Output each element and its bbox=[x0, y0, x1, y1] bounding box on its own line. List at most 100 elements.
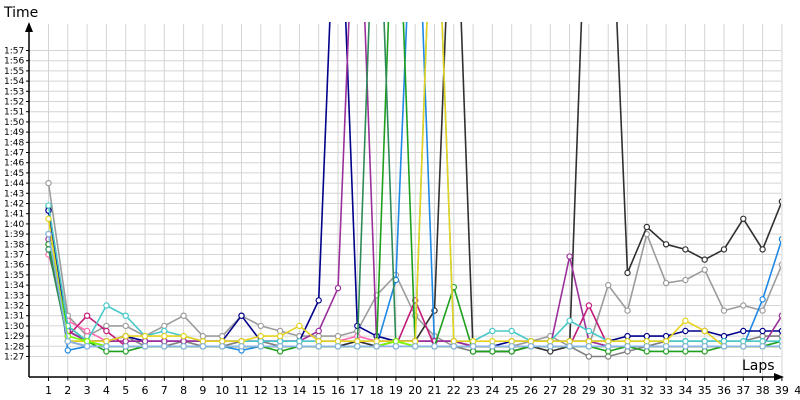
data-point bbox=[778, 327, 781, 335]
data-point bbox=[238, 343, 245, 350]
x-tick-label: 3 bbox=[84, 384, 91, 397]
data-point bbox=[682, 348, 689, 355]
y-tick-labels: 1:271:281:291:301:311:321:331:341:351:36… bbox=[4, 47, 29, 363]
y-axis-arrow bbox=[25, 22, 33, 32]
series-5 bbox=[45, 22, 781, 350]
data-point bbox=[585, 338, 593, 345]
data-point bbox=[527, 338, 535, 345]
x-tick-label: 37 bbox=[736, 384, 750, 397]
y-tick-label: 1:49 bbox=[4, 128, 24, 138]
data-point bbox=[199, 343, 207, 350]
data-point bbox=[412, 338, 419, 345]
data-point bbox=[643, 343, 651, 350]
data-point bbox=[605, 343, 612, 350]
y-tick-label: 1:28 bbox=[4, 342, 24, 352]
data-point bbox=[585, 353, 593, 360]
data-point bbox=[334, 332, 342, 340]
data-point bbox=[161, 322, 168, 330]
x-tick-labels: 1 2 3 4 5 6 7 8 9 10 11 12 13 14 15 16 17 18 19 20 21 22 23 24 2… bbox=[45, 377, 800, 397]
data-point bbox=[373, 343, 380, 350]
data-point bbox=[122, 332, 129, 340]
data-point bbox=[103, 348, 110, 355]
x-tick-label: 6 bbox=[142, 384, 149, 397]
data-point bbox=[740, 343, 747, 350]
y-tick-label: 1:37 bbox=[4, 251, 24, 261]
series-10 bbox=[45, 22, 781, 350]
data-point bbox=[257, 322, 264, 330]
data-point bbox=[662, 343, 670, 350]
data-point bbox=[720, 246, 728, 253]
data-point bbox=[122, 343, 129, 350]
y-tick-label: 1:33 bbox=[4, 291, 24, 301]
x-tick-label: 29 bbox=[582, 384, 596, 397]
data-point bbox=[778, 333, 781, 340]
data-point bbox=[624, 343, 631, 350]
data-point bbox=[334, 284, 342, 292]
data-point bbox=[701, 348, 708, 355]
data-point bbox=[759, 338, 766, 345]
data-point bbox=[180, 312, 187, 319]
x-tick-label: 15 bbox=[312, 384, 326, 397]
data-point bbox=[296, 343, 303, 350]
data-point bbox=[508, 338, 515, 345]
data-point bbox=[624, 269, 631, 277]
data-point bbox=[45, 215, 52, 222]
y-tick-label: 1:41 bbox=[4, 210, 24, 220]
data-point bbox=[605, 338, 612, 345]
x-tick-label: 21 bbox=[428, 384, 442, 397]
data-point bbox=[238, 338, 245, 345]
y-tick-label: 1:46 bbox=[4, 159, 24, 169]
data-point bbox=[103, 338, 110, 345]
x-tick-label: 12 bbox=[254, 384, 268, 397]
data-point bbox=[276, 343, 284, 350]
data-point bbox=[450, 343, 457, 350]
data-point bbox=[122, 338, 129, 345]
data-point bbox=[83, 312, 91, 319]
data-point bbox=[566, 338, 573, 345]
data-point bbox=[643, 223, 651, 231]
data-point bbox=[180, 343, 187, 350]
data-point bbox=[682, 276, 689, 284]
x-tick-label: 25 bbox=[505, 384, 519, 397]
data-point bbox=[218, 343, 226, 350]
y-tick-label: 1:32 bbox=[4, 302, 24, 312]
data-point bbox=[83, 327, 91, 335]
series-3 bbox=[45, 22, 781, 355]
data-point bbox=[759, 332, 766, 340]
data-point bbox=[489, 343, 496, 350]
y-tick-label: 1:56 bbox=[4, 57, 24, 67]
data-point bbox=[662, 279, 670, 287]
data-point bbox=[238, 312, 245, 319]
data-point bbox=[682, 327, 689, 335]
data-point bbox=[701, 338, 708, 345]
data-point bbox=[83, 338, 91, 345]
data-point bbox=[315, 327, 322, 335]
data-point bbox=[682, 317, 689, 324]
x-tick-label: 38 bbox=[756, 384, 770, 397]
data-point bbox=[682, 338, 689, 345]
data-point bbox=[141, 338, 149, 345]
x-tick-label: 18 bbox=[370, 384, 384, 397]
data-point bbox=[276, 332, 284, 340]
x-tick-label: 23 bbox=[466, 384, 480, 397]
data-point bbox=[547, 348, 554, 355]
data-point bbox=[605, 353, 612, 360]
data-point bbox=[199, 338, 207, 345]
data-point bbox=[276, 348, 284, 355]
series-9 bbox=[45, 22, 781, 355]
data-point bbox=[624, 307, 631, 314]
x-tick-label: 9 bbox=[199, 384, 206, 397]
data-point bbox=[643, 338, 651, 345]
x-tick-label: 13 bbox=[273, 384, 287, 397]
y-tick-label: 1:55 bbox=[4, 67, 24, 77]
data-point bbox=[740, 338, 747, 345]
data-point bbox=[122, 348, 129, 355]
x-tick-label: 22 bbox=[447, 384, 461, 397]
y-tick-label: 1:40 bbox=[4, 220, 24, 230]
data-point bbox=[643, 348, 651, 355]
data-point bbox=[276, 327, 284, 335]
data-point bbox=[45, 202, 52, 209]
data-point bbox=[701, 343, 708, 350]
data-point bbox=[334, 338, 342, 345]
x-tick-label: 14 bbox=[292, 384, 306, 397]
